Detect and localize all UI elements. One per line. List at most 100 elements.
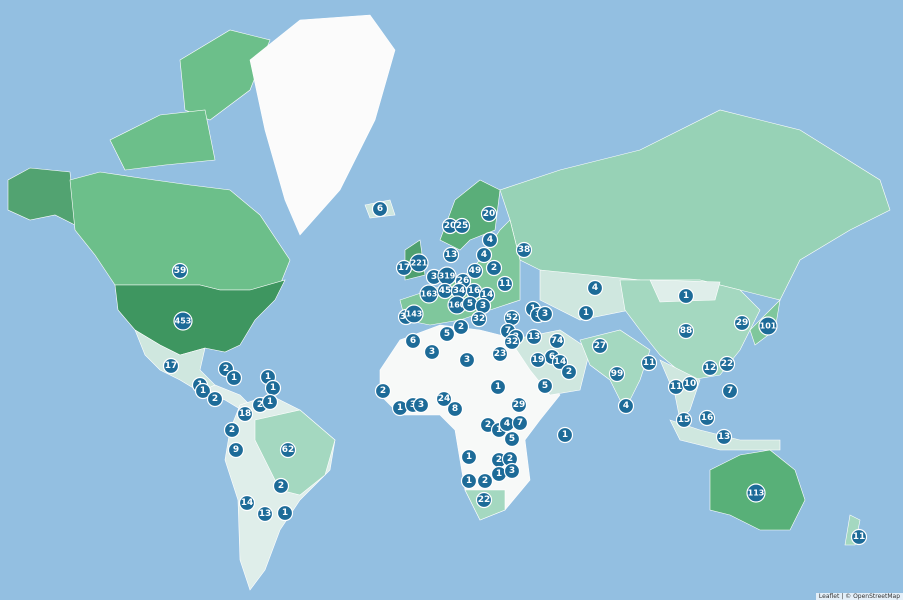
marker[interactable]: 1: [490, 465, 508, 483]
marker[interactable]: 11: [667, 378, 685, 396]
marker[interactable]: 45: [436, 282, 454, 300]
marker[interactable]: 2: [206, 390, 224, 408]
marker-circle[interactable]: [438, 325, 456, 343]
marker-circle[interactable]: [404, 304, 424, 324]
marker[interactable]: 32: [503, 333, 521, 351]
marker[interactable]: 1: [577, 304, 595, 322]
marker-circle[interactable]: [435, 390, 453, 408]
marker[interactable]: 3: [536, 305, 554, 323]
marker[interactable]: 143: [404, 304, 424, 324]
marker[interactable]: 4: [475, 246, 493, 264]
marker-circle[interactable]: [404, 332, 422, 350]
marker-circle[interactable]: [591, 337, 609, 355]
marker-circle[interactable]: [560, 363, 578, 381]
marker[interactable]: 10: [681, 375, 699, 393]
marker[interactable]: 1: [194, 382, 212, 400]
marker[interactable]: 19: [529, 351, 547, 369]
marker[interactable]: 1: [391, 399, 409, 417]
marker[interactable]: 29: [510, 396, 528, 414]
marker[interactable]: 1: [264, 379, 282, 397]
marker-circle[interactable]: [536, 377, 554, 395]
marker-circle[interactable]: [236, 405, 254, 423]
marker-circle[interactable]: [491, 345, 509, 363]
marker[interactable]: 16: [698, 409, 716, 427]
marker[interactable]: 88: [677, 322, 695, 340]
marker-circle[interactable]: [536, 305, 554, 323]
marker[interactable]: 59: [171, 262, 189, 280]
marker[interactable]: 20: [480, 205, 498, 223]
marker[interactable]: 2: [501, 450, 519, 468]
marker[interactable]: 3: [458, 351, 476, 369]
marker-circle[interactable]: [225, 369, 243, 387]
marker-circle[interactable]: [577, 304, 595, 322]
marker[interactable]: 3: [503, 462, 521, 480]
marker-circle[interactable]: [677, 322, 695, 340]
marker-circle[interactable]: [238, 494, 256, 512]
marker[interactable]: 17: [395, 259, 413, 277]
marker-circle[interactable]: [481, 231, 499, 249]
marker[interactable]: 11: [850, 528, 868, 546]
marker-circle[interactable]: [276, 504, 294, 522]
marker[interactable]: 13: [525, 328, 543, 346]
marker[interactable]: 5: [503, 430, 521, 448]
marker[interactable]: 453: [173, 311, 193, 331]
marker[interactable]: 1: [460, 448, 478, 466]
marker[interactable]: 2: [223, 421, 241, 439]
marker[interactable]: 74: [548, 332, 566, 350]
marker[interactable]: 24: [435, 390, 453, 408]
marker[interactable]: 1: [460, 472, 478, 490]
marker-circle[interactable]: [423, 343, 441, 361]
marker[interactable]: 15: [675, 411, 693, 429]
marker[interactable]: 2: [560, 363, 578, 381]
marker[interactable]: 7: [721, 382, 739, 400]
marker-circle[interactable]: [279, 441, 297, 459]
marker-circle[interactable]: [452, 318, 470, 336]
marker-circle[interactable]: [446, 400, 464, 418]
marker[interactable]: 62: [279, 441, 297, 459]
marker[interactable]: 5: [536, 377, 554, 395]
marker-circle[interactable]: [503, 462, 521, 480]
marker-circle[interactable]: [173, 311, 193, 331]
marker-circle[interactable]: [460, 472, 478, 490]
marker-circle[interactable]: [617, 397, 635, 415]
marker[interactable]: 25: [453, 217, 471, 235]
marker-circle[interactable]: [510, 396, 528, 414]
marker[interactable]: 13: [442, 246, 460, 264]
marker-circle[interactable]: [442, 246, 460, 264]
marker[interactable]: 17: [162, 357, 180, 375]
marker[interactable]: 1: [225, 369, 243, 387]
marker-circle[interactable]: [496, 275, 514, 293]
marker-circle[interactable]: [466, 262, 484, 280]
marker[interactable]: 1: [261, 393, 279, 411]
marker-circle[interactable]: [412, 396, 430, 414]
marker-circle[interactable]: [551, 353, 569, 371]
marker-circle[interactable]: [850, 528, 868, 546]
marker-circle[interactable]: [194, 382, 212, 400]
marker-circle[interactable]: [758, 316, 778, 336]
marker[interactable]: 11: [496, 275, 514, 293]
marker[interactable]: 4: [481, 231, 499, 249]
marker[interactable]: 2: [485, 259, 503, 277]
marker[interactable]: 23: [491, 345, 509, 363]
marker-circle[interactable]: [489, 378, 507, 396]
marker-circle[interactable]: [525, 328, 543, 346]
marker[interactable]: 12: [701, 359, 719, 377]
marker-circle[interactable]: [733, 314, 751, 332]
marker-circle[interactable]: [529, 351, 547, 369]
marker-circle[interactable]: [677, 287, 695, 305]
marker-circle[interactable]: [162, 357, 180, 375]
marker-circle[interactable]: [640, 354, 658, 372]
marker[interactable]: 4: [617, 397, 635, 415]
marker-circle[interactable]: [503, 333, 521, 351]
marker[interactable]: 3: [423, 343, 441, 361]
marker[interactable]: 1: [556, 426, 574, 444]
marker-circle[interactable]: [272, 477, 290, 495]
marker-circle[interactable]: [515, 241, 533, 259]
marker-circle[interactable]: [675, 411, 693, 429]
marker-circle[interactable]: [470, 310, 488, 328]
marker-circle[interactable]: [718, 355, 736, 373]
marker[interactable]: 22: [718, 355, 736, 373]
marker-circle[interactable]: [476, 472, 494, 490]
marker-circle[interactable]: [701, 359, 719, 377]
marker[interactable]: 1: [489, 378, 507, 396]
